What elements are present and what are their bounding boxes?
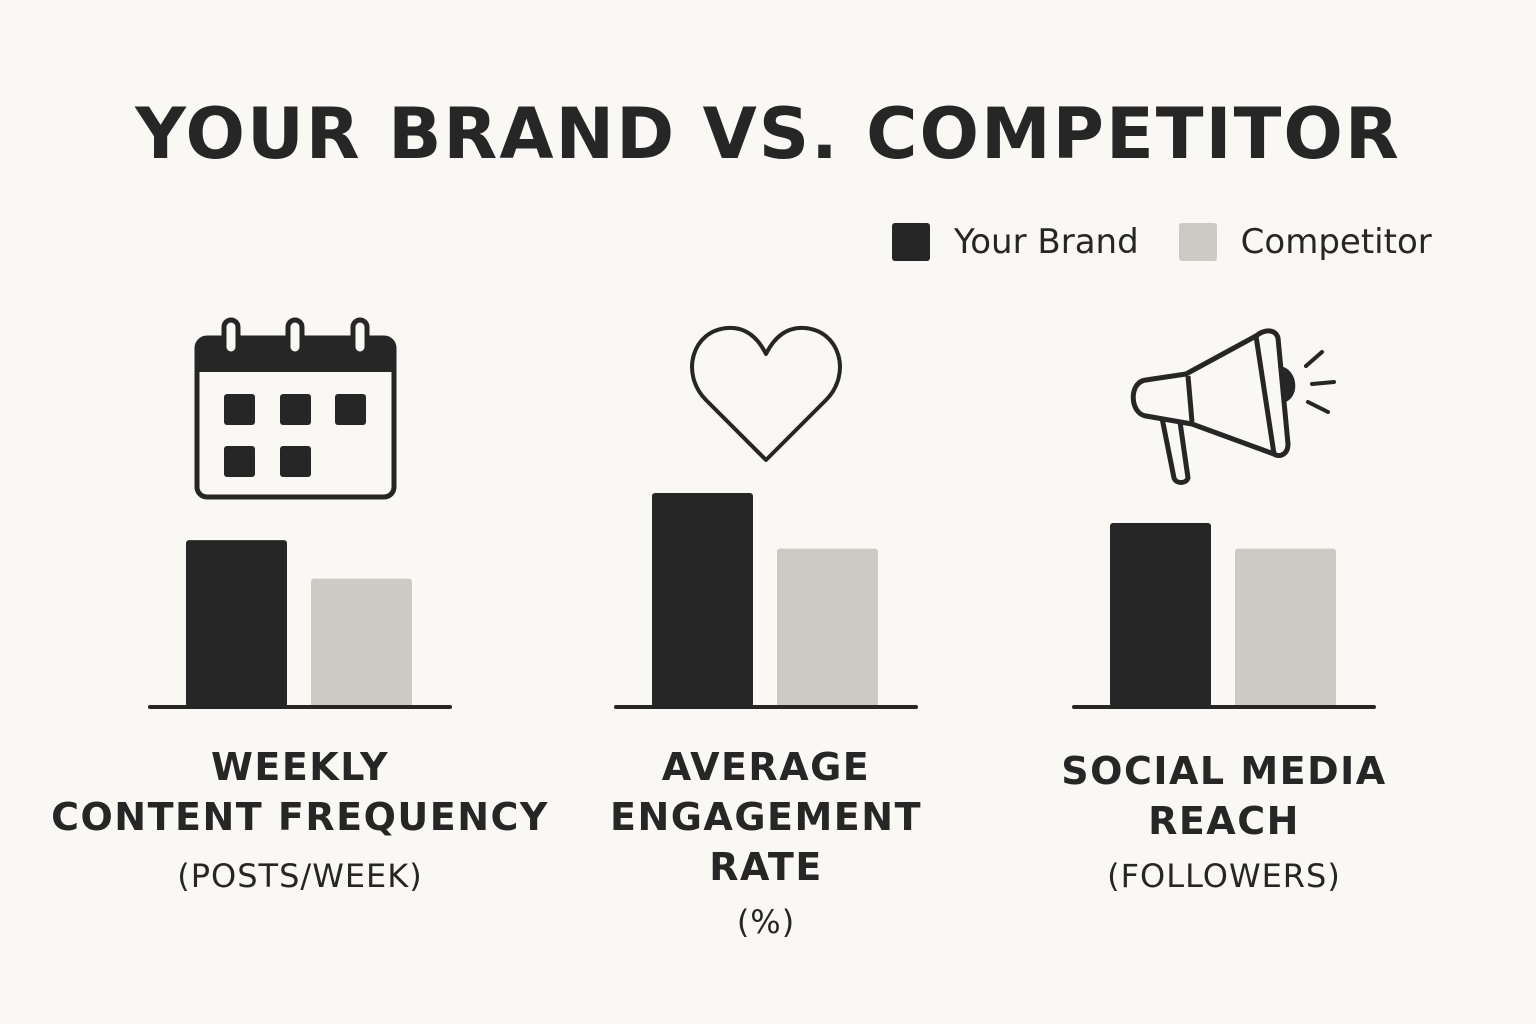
heart-icon (690, 325, 842, 462)
bar-competitor (1235, 548, 1336, 707)
bar-chart-content-frequency (148, 540, 452, 709)
metric-label-line: CONTENT FREQUENCY (51, 795, 549, 839)
legend-item-competitor: Competitor (1178, 222, 1432, 262)
panel-engagement-rate: AVERAGE ENGAGEMENT RATE (%) (516, 0, 1016, 1024)
metric-unit-engagement-rate: (%) (736, 903, 796, 941)
panel-social-reach: SOCIAL MEDIA REACH (FOLLOWERS) (974, 0, 1474, 1024)
metric-label-engagement-rate: AVERAGE ENGAGEMENT RATE (516, 742, 1016, 892)
calendar-icon (194, 317, 397, 500)
legend-label-competitor: Competitor (1240, 222, 1432, 262)
panel-content-frequency: WEEKLY CONTENT FREQUENCY (POSTS/WEEK) (50, 0, 550, 1024)
bar-chart-social-reach (1072, 522, 1376, 709)
metric-label-line: AVERAGE (661, 745, 871, 789)
bar-your-brand (1110, 522, 1211, 707)
megaphone-icon (1130, 328, 1336, 485)
bar-competitor (777, 548, 878, 707)
bar-your-brand (652, 493, 753, 707)
legend-label-your-brand: Your Brand (954, 222, 1139, 262)
bar-chart-engagement-rate (614, 493, 918, 709)
metric-label-content-frequency: WEEKLY CONTENT FREQUENCY (50, 742, 550, 842)
metric-label-social-reach: SOCIAL MEDIA REACH (974, 746, 1474, 846)
metric-label-line: RATE (709, 845, 823, 889)
metric-label-line: WEEKLY (210, 745, 390, 789)
legend-swatch-your-brand (892, 223, 930, 261)
metric-unit-content-frequency: (POSTS/WEEK) (177, 857, 423, 895)
legend-swatch-competitor (1178, 223, 1217, 261)
metric-label-line: SOCIAL MEDIA (1061, 749, 1387, 793)
metric-unit-social-reach: (FOLLOWERS) (1107, 857, 1341, 895)
bar-competitor (311, 578, 412, 707)
metric-label-line: REACH (1148, 799, 1300, 843)
legend: Your Brand Competitor (892, 222, 1432, 262)
bar-your-brand (186, 540, 287, 707)
metric-label-line: ENGAGEMENT (609, 795, 922, 839)
chart-title: YOUR BRAND VS. COMPETITOR (135, 93, 1401, 175)
legend-item-your-brand: Your Brand (892, 222, 1139, 262)
